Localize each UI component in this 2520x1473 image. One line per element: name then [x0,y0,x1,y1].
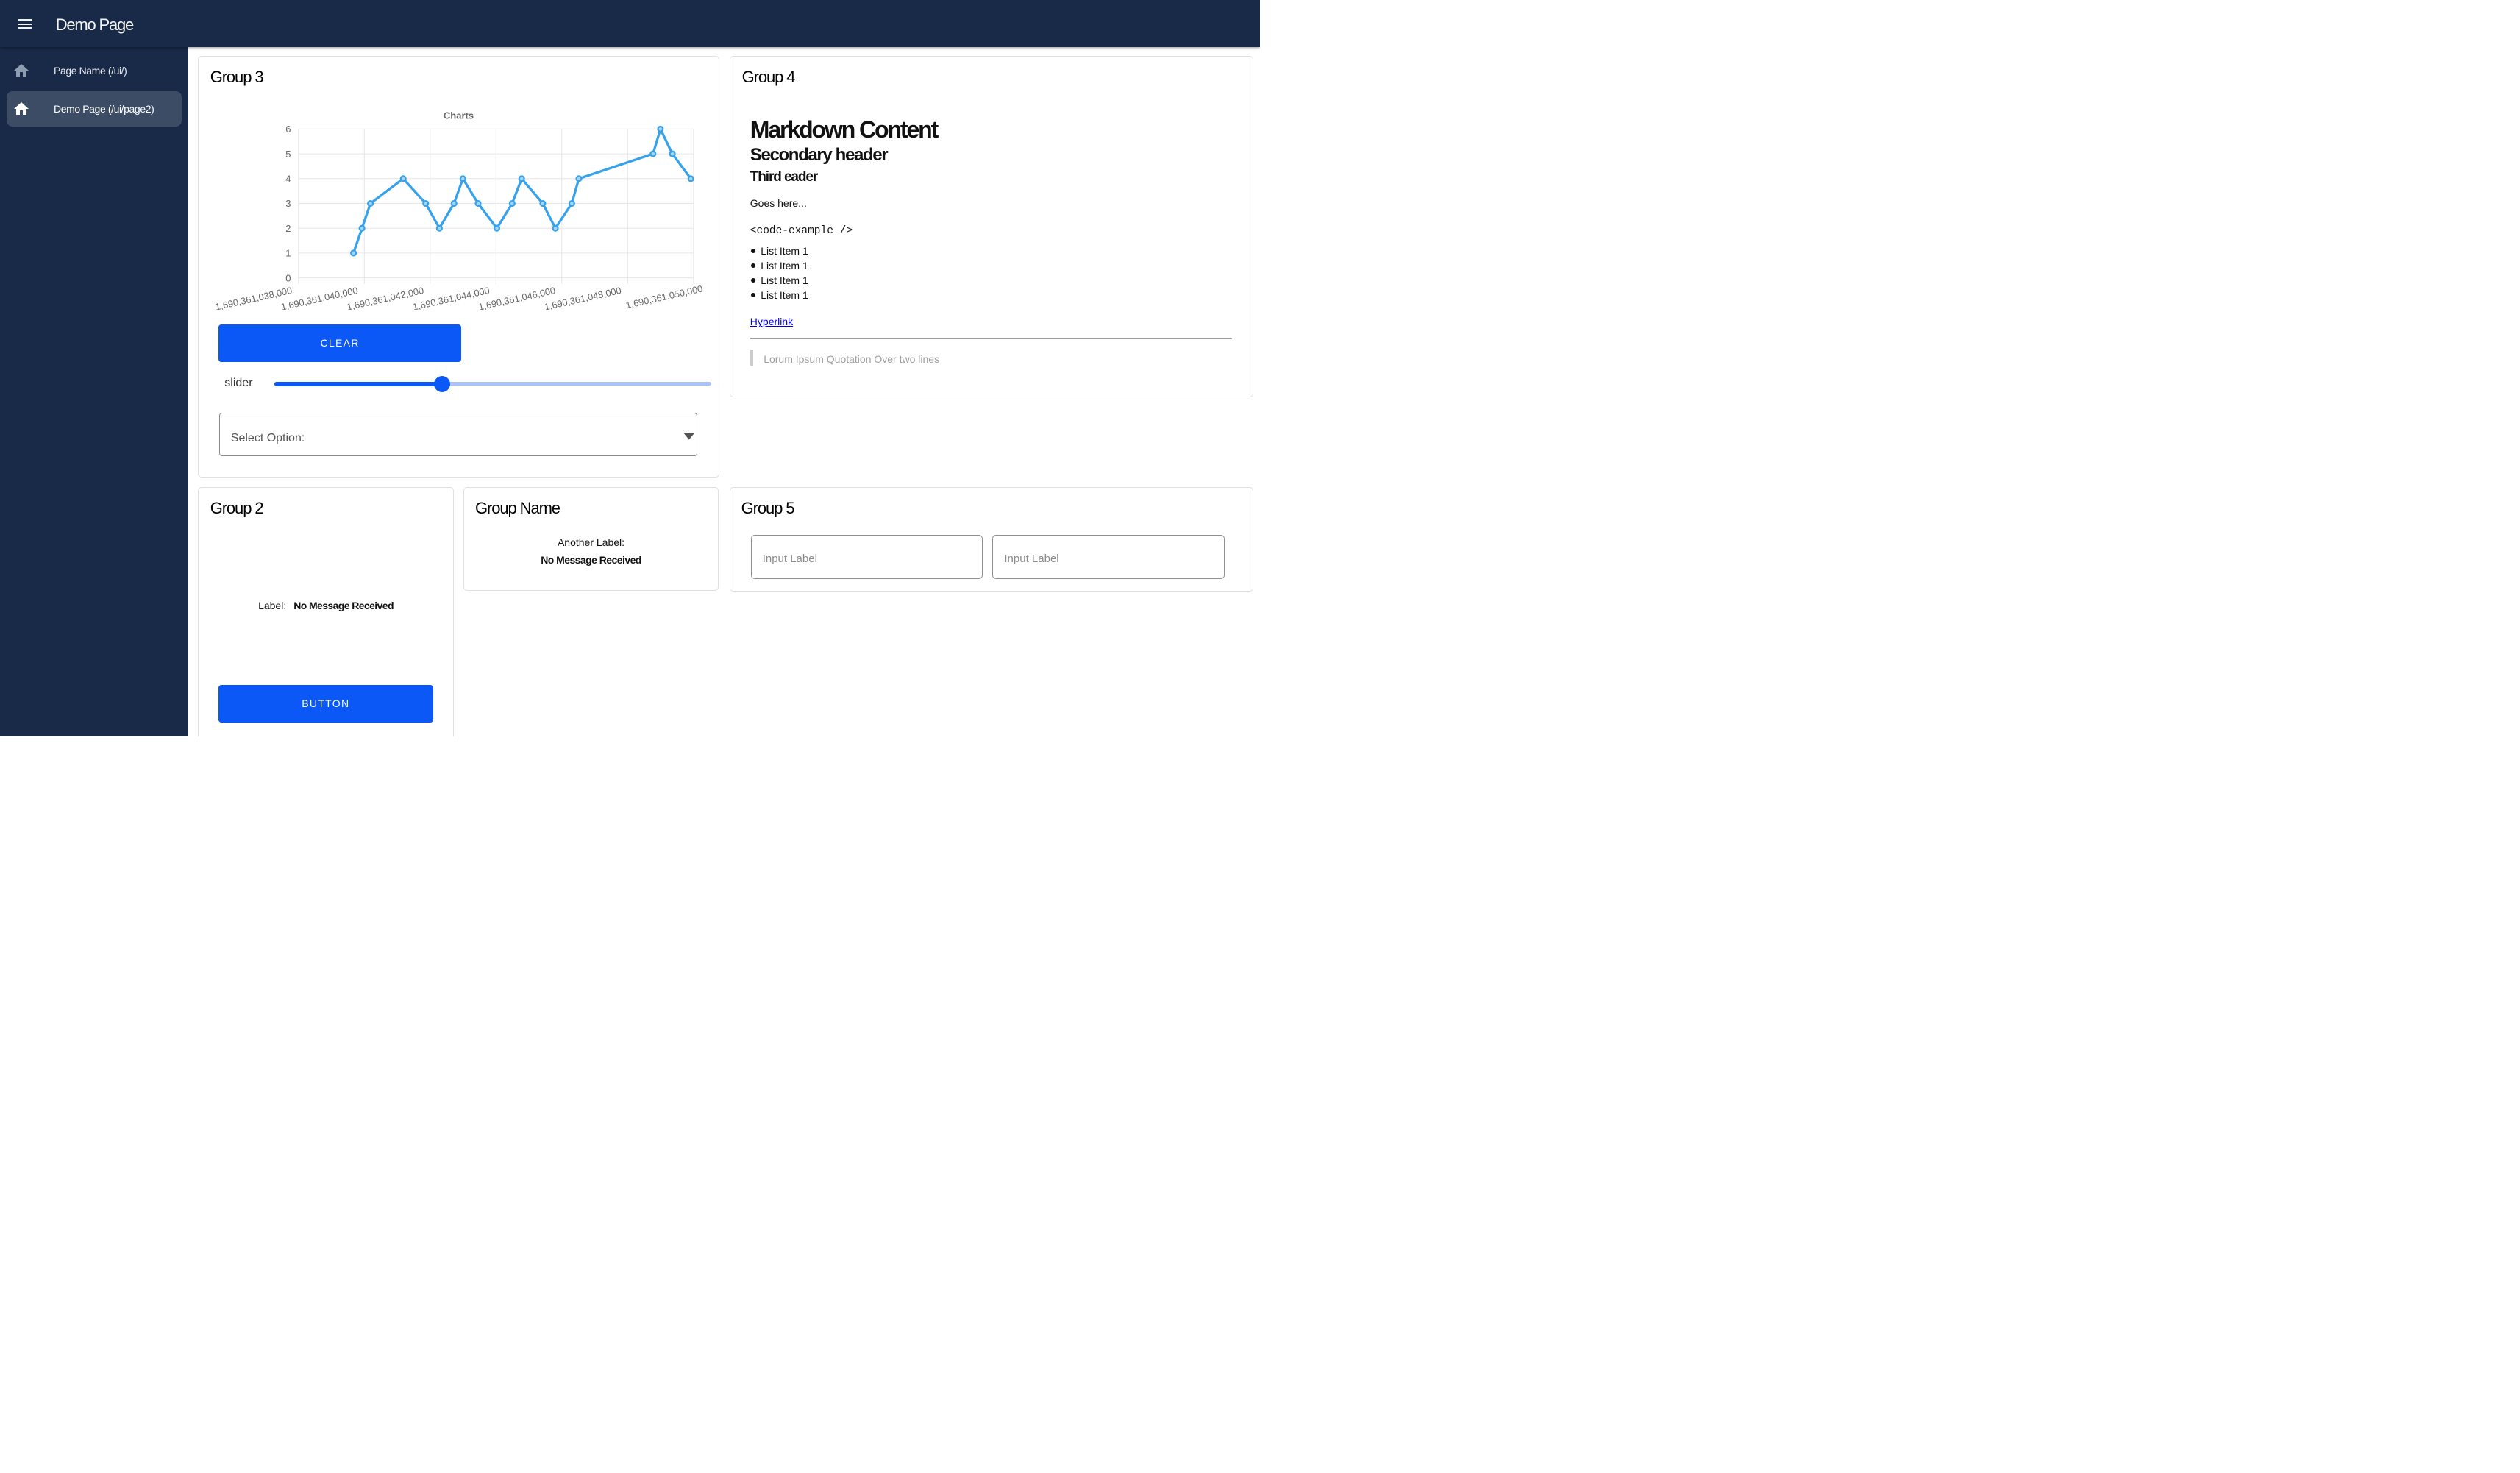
svg-text:1,690,361,050,000: 1,690,361,050,000 [624,283,703,310]
svg-text:6: 6 [285,124,291,135]
svg-text:5: 5 [285,149,291,160]
svg-text:Charts: Charts [444,110,474,121]
svg-text:0: 0 [285,272,291,283]
svg-text:1,690,361,048,000: 1,690,361,048,000 [543,285,622,313]
svg-text:2: 2 [285,223,291,234]
svg-text:1: 1 [285,248,291,259]
svg-text:3: 3 [285,198,291,209]
svg-text:4: 4 [285,174,291,185]
